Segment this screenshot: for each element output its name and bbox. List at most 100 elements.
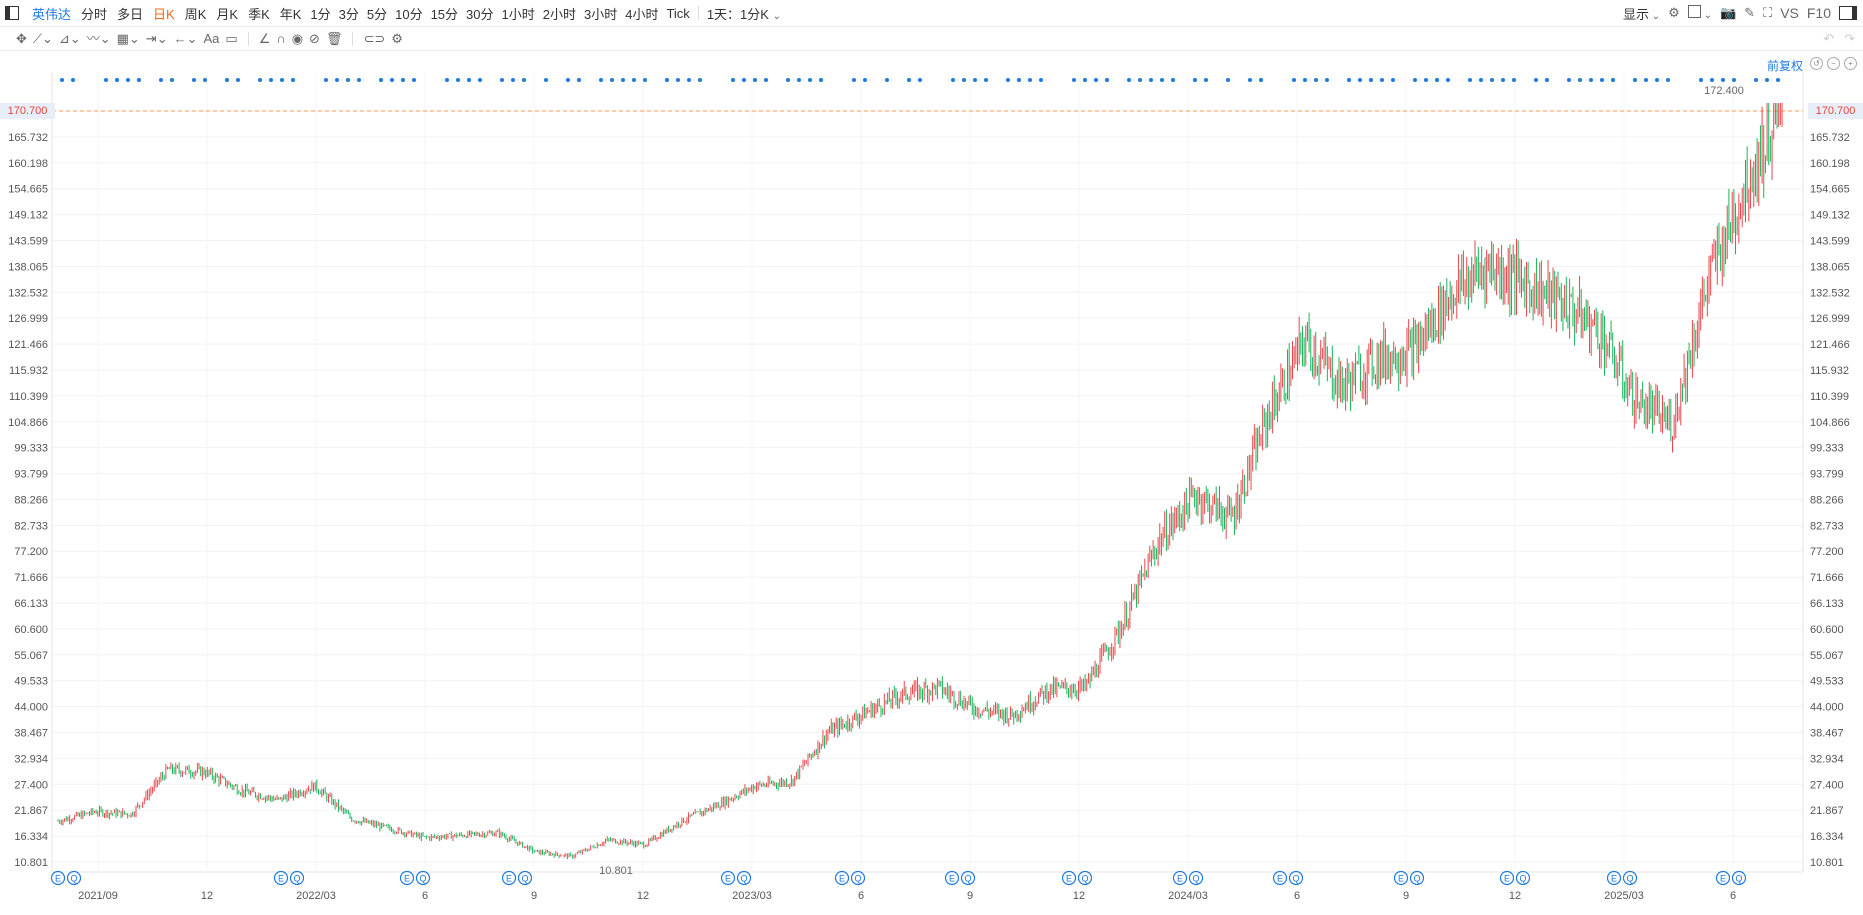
interval-1h[interactable]: 1小时: [501, 6, 535, 22]
stock-name[interactable]: 英伟达: [32, 6, 72, 22]
multi-period-select[interactable]: 1天：1分K ⌄: [703, 4, 785, 23]
text-tool-icon[interactable]: Aa: [203, 30, 220, 46]
line-tool-icon[interactable]: ⟋⌄: [32, 30, 53, 46]
x-tick-label: 6: [1730, 890, 1736, 902]
x-tick-label: 9: [1403, 890, 1409, 902]
earnings-badge-icon: [415, 870, 431, 886]
magnet-icon[interactable]: ∩: [276, 30, 286, 46]
display-button[interactable]: 显示 ⌄: [1623, 4, 1660, 23]
event-dot: [1611, 78, 1615, 82]
interval-15m[interactable]: 15分: [430, 6, 459, 22]
y-tick-label-left: 82.733: [14, 520, 48, 532]
polyline-tool-icon[interactable]: 〰⌄: [86, 30, 111, 46]
divider: [352, 31, 354, 46]
event-dot: [126, 78, 130, 82]
earnings-badge-letter: E: [55, 874, 61, 884]
move-icon[interactable]: ✥: [16, 30, 27, 46]
candlestick-chart[interactable]: 170.700 170.700 165.732 165.732 160.198 160.1…: [0, 52, 1863, 910]
event-dot: [1094, 78, 1098, 82]
y-tick-label-left: 115.932: [9, 365, 48, 377]
event-dot: [753, 78, 757, 82]
measure-tool-icon[interactable]: ⇥⌄: [145, 30, 168, 46]
angle-tool-icon[interactable]: ∠: [258, 30, 271, 46]
zoom-out-icon[interactable]: −: [1827, 57, 1840, 70]
y-tick-label-left: 93.799: [14, 469, 48, 481]
multi-period-label: 1天：1分K: [706, 6, 769, 22]
camera-icon[interactable]: 📷: [1719, 5, 1737, 20]
channel-tool-icon[interactable]: ⊿⌄: [58, 30, 81, 46]
trash-icon[interactable]: 🗑: [325, 30, 343, 46]
link-icon[interactable]: ⊂⊃: [363, 30, 386, 46]
chart-controls: ↺ − +: [1810, 57, 1857, 70]
adjust-button[interactable]: 前复权: [1766, 59, 1803, 73]
y-tick-label-left: 143.599: [8, 235, 48, 247]
settings-icon[interactable]: ⚙: [391, 30, 403, 46]
chart-area[interactable]: 170.700 170.700 165.732 165.732 160.198 160.1…: [0, 52, 1863, 910]
tab-quarter-k[interactable]: 季K: [248, 6, 270, 22]
earnings-badge-letter: E: [1720, 874, 1726, 884]
tab-fenshi[interactable]: 分时: [81, 6, 108, 22]
y-tick-label-right: 138.065: [1810, 261, 1850, 273]
event-dot: [1479, 78, 1483, 82]
event-dot: [456, 78, 460, 82]
y-tick-label-right: 82.733: [1810, 520, 1844, 532]
y-tick-label-right: 49.533: [1810, 676, 1844, 688]
f10-button[interactable]: F10: [1806, 5, 1831, 21]
interval-30m[interactable]: 30分: [466, 6, 494, 22]
y-tick-label-right: 38.467: [1810, 728, 1844, 740]
tab-duori[interactable]: 多日: [117, 6, 144, 22]
earnings-badge-letter: E: [1611, 874, 1617, 884]
event-dot: [115, 78, 119, 82]
interval-5m[interactable]: 5分: [366, 6, 388, 22]
earnings-badge-icon: [850, 870, 866, 886]
earnings-badge-letter: Q: [293, 874, 300, 884]
interval-3h[interactable]: 3小时: [583, 6, 618, 22]
tab-year-k[interactable]: 年K: [279, 6, 302, 22]
tab-month-k[interactable]: 月K: [216, 6, 239, 22]
interval-2h[interactable]: 2小时: [542, 6, 576, 22]
y-tick-label-left: 60.600: [14, 624, 48, 636]
event-dot: [984, 78, 988, 82]
earnings-badge-letter: Q: [521, 874, 528, 884]
event-dot: [1545, 78, 1549, 82]
pattern-tool-icon[interactable]: ▦⌄: [116, 30, 140, 46]
layout-select[interactable]: ⌄: [1687, 5, 1712, 21]
fullscreen-icon[interactable]: ⛶: [1763, 5, 1773, 20]
interval-4h[interactable]: 4小时: [625, 6, 659, 22]
redo-icon[interactable]: ↷: [1844, 31, 1855, 46]
panel-toggle-icon[interactable]: [1839, 6, 1857, 20]
gear-icon[interactable]: ⚙: [1668, 5, 1680, 20]
comment-tool-icon[interactable]: ▭: [225, 30, 238, 46]
x-tick-label: 12: [201, 890, 213, 902]
interval-1m[interactable]: 1分: [310, 6, 331, 22]
event-dot: [1006, 78, 1010, 82]
tab-week-k[interactable]: 周K: [184, 6, 207, 22]
event-dot: [1666, 78, 1670, 82]
hide-icon[interactable]: ⊘: [309, 30, 320, 46]
event-dot: [159, 78, 163, 82]
sidebar-toggle-icon[interactable]: [5, 6, 19, 20]
interval-3m[interactable]: 3分: [338, 6, 359, 22]
earnings-badge-icon: [1515, 870, 1531, 886]
y-tick-label-right: 104.866: [1810, 417, 1850, 429]
vs-button[interactable]: VS: [1780, 5, 1799, 21]
eye-icon[interactable]: ◉: [291, 30, 304, 46]
y-tick-label-right: 110.399: [1810, 391, 1849, 403]
interval-tick[interactable]: Tick: [666, 5, 690, 21]
zoom-in-icon[interactable]: +: [1844, 57, 1857, 70]
event-dot: [1138, 78, 1142, 82]
arrow-tool-icon[interactable]: ←⌄: [173, 30, 198, 46]
earnings-badge-icon: [1077, 870, 1093, 886]
y-tick-label-right: 21.867: [1810, 805, 1844, 817]
tab-day-k[interactable]: 日K: [153, 6, 175, 22]
undo-icon[interactable]: ↶: [1823, 31, 1835, 46]
event-dot: [467, 78, 471, 82]
pencil-icon[interactable]: ✎: [1744, 5, 1756, 20]
event-dot: [1226, 78, 1230, 82]
earnings-badge-letter: Q: [1413, 874, 1420, 884]
event-dot: [137, 78, 141, 82]
event-dot: [962, 78, 966, 82]
interval-10m[interactable]: 10分: [395, 6, 423, 22]
event-dot: [192, 78, 196, 82]
reset-icon[interactable]: ↺: [1810, 57, 1823, 70]
